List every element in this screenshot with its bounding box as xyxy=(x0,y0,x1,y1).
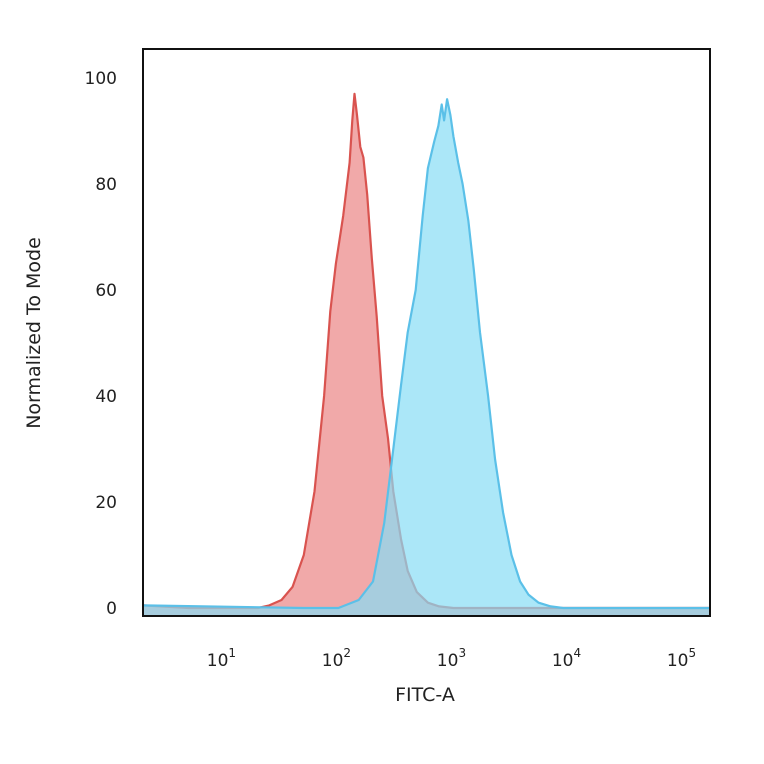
y-tick-label: 80 xyxy=(95,175,117,195)
y-tick-label: 20 xyxy=(95,493,117,513)
x-tick-label: 104 xyxy=(552,646,581,671)
y-axis: 0 20 40 60 80 100 xyxy=(85,69,117,619)
x-tick-label: 101 xyxy=(207,646,236,671)
x-tick-label: 103 xyxy=(437,646,466,671)
y-tick-label: 40 xyxy=(95,387,117,407)
x-axis-title: FITC-A xyxy=(395,684,455,706)
plot-area xyxy=(143,92,710,616)
y-tick-label: 100 xyxy=(85,69,117,89)
histogram-fill-2 xyxy=(143,99,710,616)
x-tick-label: 105 xyxy=(667,646,696,671)
x-axis: 101 102 103 104 105 xyxy=(207,646,696,671)
plot-frame xyxy=(142,48,711,617)
y-tick-label: 0 xyxy=(106,599,117,619)
x-tick-label: 102 xyxy=(322,646,351,671)
y-tick-label: 60 xyxy=(95,281,117,301)
histogram-line-2 xyxy=(143,98,710,610)
y-axis-title: Normalized To Mode xyxy=(23,237,45,429)
